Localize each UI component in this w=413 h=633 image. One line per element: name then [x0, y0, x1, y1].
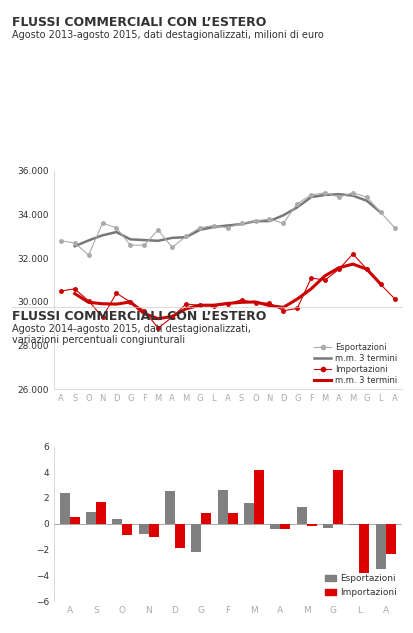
Bar — [322, 524, 332, 528]
Bar — [358, 524, 368, 573]
Legend: Esportazioni, m.m. 3 termini, Importazioni, m.m. 3 termini: Esportazioni, m.m. 3 termini, Importazio… — [313, 343, 396, 385]
Bar — [112, 518, 122, 524]
Bar — [332, 470, 342, 524]
Bar — [138, 524, 148, 534]
Bar — [96, 502, 106, 524]
Bar — [349, 524, 358, 525]
Text: Agosto 2013-agosto 2015, dati destagionalizzati, milioni di euro: Agosto 2013-agosto 2015, dati destagiona… — [12, 30, 323, 41]
Bar — [86, 512, 96, 524]
Bar — [227, 513, 237, 524]
Bar — [243, 503, 254, 524]
Text: variazioni percentuali congiunturali: variazioni percentuali congiunturali — [12, 335, 185, 346]
Bar — [69, 517, 79, 524]
Bar — [59, 492, 69, 524]
Bar — [148, 524, 158, 537]
Legend: Esportazioni, Importazioni: Esportazioni, Importazioni — [324, 574, 396, 597]
Bar — [201, 513, 211, 524]
Bar — [296, 507, 306, 524]
Bar — [280, 524, 290, 529]
Bar — [122, 524, 132, 536]
Bar — [175, 524, 185, 548]
Text: FLUSSI COMMERCIALI CON L’ESTERO: FLUSSI COMMERCIALI CON L’ESTERO — [12, 310, 266, 323]
Bar — [165, 491, 175, 524]
Bar — [375, 524, 385, 569]
Bar — [217, 490, 227, 524]
Bar — [270, 524, 280, 529]
Bar — [191, 524, 201, 552]
Bar — [385, 524, 395, 553]
Text: FLUSSI COMMERCIALI CON L’ESTERO: FLUSSI COMMERCIALI CON L’ESTERO — [12, 16, 266, 29]
Bar — [306, 524, 316, 527]
Text: Agosto 2014-agosto 2015, dati destagionalizzati,: Agosto 2014-agosto 2015, dati destagiona… — [12, 324, 251, 334]
Bar — [254, 470, 263, 524]
